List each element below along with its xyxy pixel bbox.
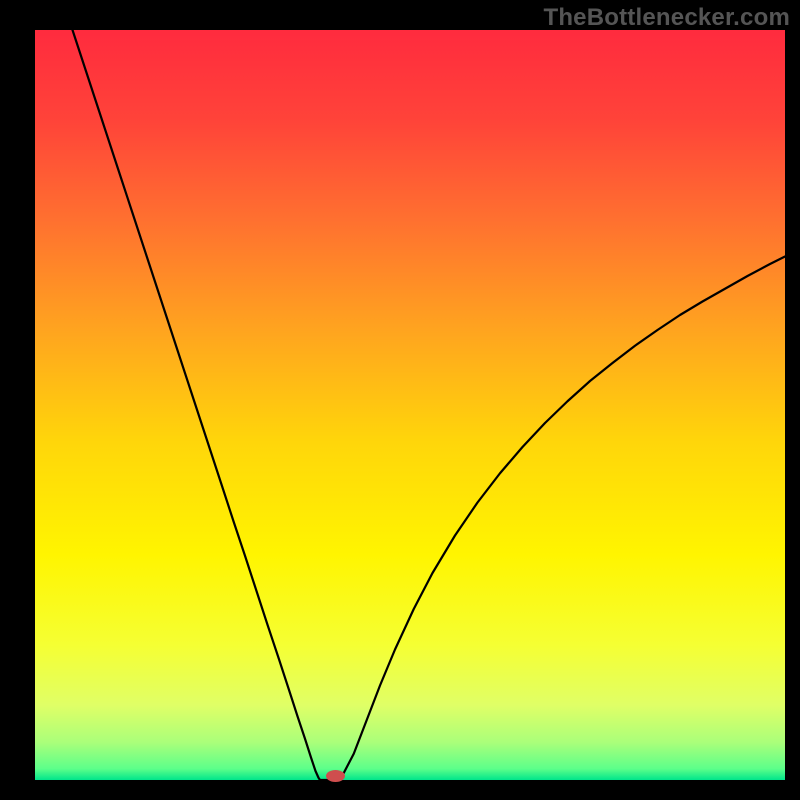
plot-background (35, 30, 785, 780)
bottleneck-chart (0, 0, 800, 800)
chart-frame: TheBottlenecker.com (0, 0, 800, 800)
bottleneck-marker (326, 770, 345, 782)
